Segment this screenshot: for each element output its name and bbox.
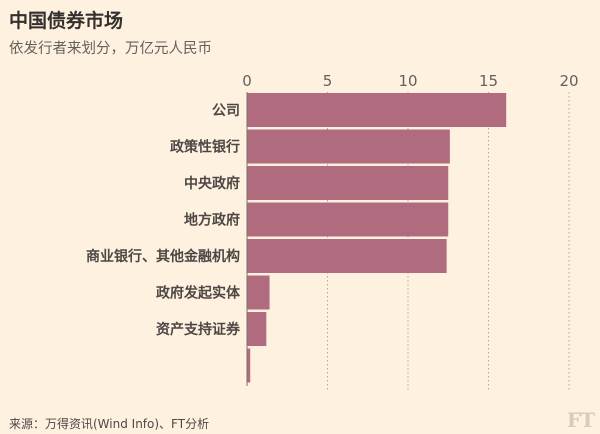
bar xyxy=(247,202,449,237)
category-label: 资产支持证券 xyxy=(156,321,241,338)
bar xyxy=(247,93,507,127)
x-tick-label: 10 xyxy=(398,72,417,90)
category-label: 政府发起实体 xyxy=(156,285,241,302)
x-tick-label: 0 xyxy=(242,72,252,90)
x-tick-label: 15 xyxy=(479,72,498,90)
chart-subtitle: 依发行者来划分，万亿元人民币 xyxy=(9,41,212,57)
bar xyxy=(247,239,447,273)
bar xyxy=(247,348,251,383)
x-tick-label: 20 xyxy=(559,72,578,90)
category-label: 公司 xyxy=(212,103,240,119)
bar xyxy=(247,312,267,346)
x-axis-ticks: 0 5 10 15 20 xyxy=(242,72,578,90)
x-tick-label: 5 xyxy=(323,72,333,90)
bar xyxy=(247,129,450,164)
bar xyxy=(247,166,449,200)
category-label: 商业银行、其他金融机构 xyxy=(86,248,240,265)
bars xyxy=(247,93,507,383)
bar xyxy=(247,275,270,310)
source-note: 来源：万得资讯(Wind Info)、FT分析 xyxy=(9,417,210,431)
category-label: 中央政府 xyxy=(184,175,240,192)
ft-logo: FT xyxy=(566,408,595,432)
category-label: 地方政府 xyxy=(184,212,240,229)
chart-title: 中国债券市场 xyxy=(9,10,124,32)
category-label: 政策性银行 xyxy=(170,139,240,156)
